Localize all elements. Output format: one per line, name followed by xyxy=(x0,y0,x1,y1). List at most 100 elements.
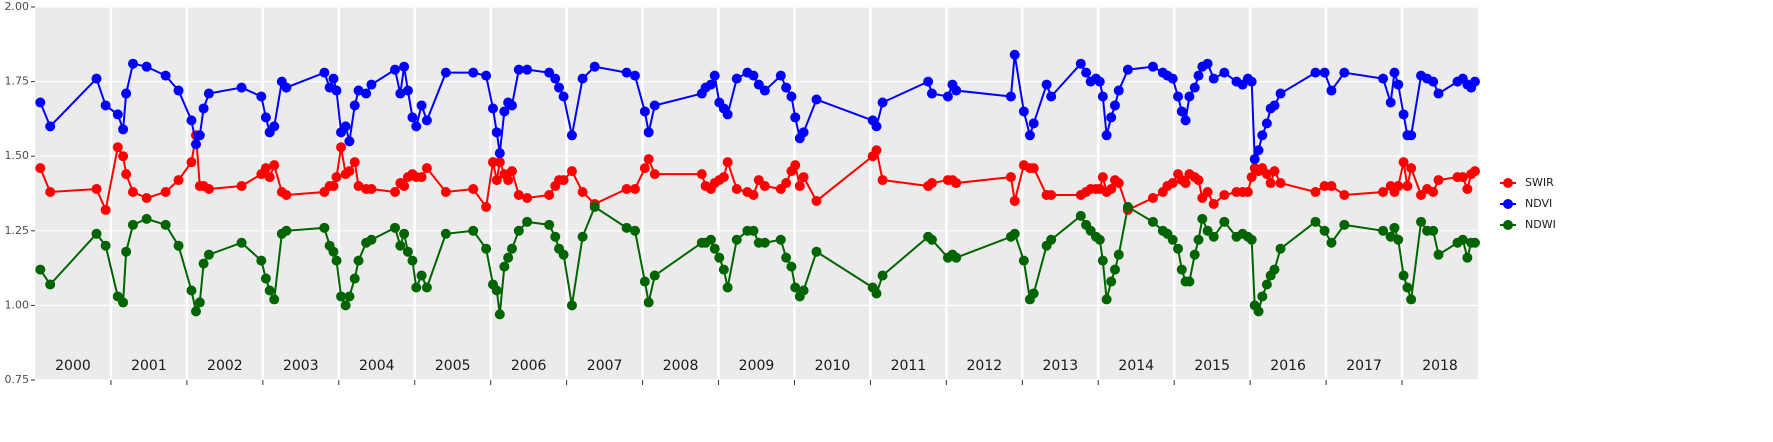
point xyxy=(440,228,451,239)
point xyxy=(256,255,267,266)
year-label: 2010 xyxy=(815,358,851,374)
point xyxy=(340,121,351,132)
point xyxy=(759,237,770,248)
point xyxy=(759,85,770,96)
point xyxy=(1180,178,1191,189)
year-label: 2013 xyxy=(1042,358,1078,374)
point xyxy=(1081,67,1092,78)
point xyxy=(503,252,514,263)
point xyxy=(399,61,410,72)
point xyxy=(416,172,427,183)
year-label: 2011 xyxy=(891,358,927,374)
point xyxy=(794,181,805,192)
point xyxy=(926,88,937,99)
point xyxy=(1147,61,1158,72)
year-label: 2001 xyxy=(131,358,167,374)
point xyxy=(1167,234,1178,245)
point xyxy=(781,82,792,93)
point xyxy=(112,142,123,153)
point xyxy=(1208,198,1219,209)
point xyxy=(236,237,247,248)
point xyxy=(1189,82,1200,93)
point xyxy=(1433,88,1444,99)
point xyxy=(1469,237,1480,248)
point xyxy=(1402,181,1413,192)
year-label: 2015 xyxy=(1194,358,1230,374)
point xyxy=(141,213,152,224)
point xyxy=(160,219,171,230)
point xyxy=(491,175,502,186)
point xyxy=(1173,91,1184,102)
point xyxy=(487,157,498,168)
point xyxy=(494,148,505,159)
point xyxy=(577,73,588,84)
point xyxy=(1457,172,1468,183)
point xyxy=(577,231,588,242)
point xyxy=(328,181,339,192)
point xyxy=(331,172,342,183)
point xyxy=(1242,187,1253,198)
point xyxy=(194,130,205,141)
point xyxy=(389,64,400,75)
point xyxy=(1319,181,1330,192)
point xyxy=(91,73,102,84)
y-tick-label: 1.00 xyxy=(5,298,30,311)
point xyxy=(506,166,517,177)
point xyxy=(1005,172,1016,183)
point xyxy=(639,163,650,174)
point xyxy=(811,246,822,257)
point xyxy=(1101,294,1112,305)
point xyxy=(198,258,209,269)
point xyxy=(1193,175,1204,186)
point xyxy=(112,109,123,120)
point xyxy=(1261,169,1272,180)
year-label: 2002 xyxy=(207,358,243,374)
point xyxy=(281,189,292,200)
point xyxy=(468,67,479,78)
year-label: 2003 xyxy=(283,358,319,374)
year-label: 2012 xyxy=(967,358,1003,374)
point xyxy=(550,73,561,84)
y-tick-label: 1.50 xyxy=(5,149,30,162)
point xyxy=(494,309,505,320)
point xyxy=(1193,234,1204,245)
point xyxy=(566,300,577,311)
point xyxy=(1310,67,1321,78)
point xyxy=(1202,58,1213,69)
point xyxy=(649,270,660,281)
point xyxy=(407,255,418,266)
point xyxy=(45,121,56,132)
point xyxy=(402,85,413,96)
point xyxy=(1094,76,1105,87)
point xyxy=(1398,270,1409,281)
point xyxy=(1326,85,1337,96)
point xyxy=(281,82,292,93)
point xyxy=(621,67,632,78)
point xyxy=(411,121,422,132)
point xyxy=(1189,249,1200,260)
point xyxy=(558,91,569,102)
point xyxy=(798,172,809,183)
y-tick-label: 1.25 xyxy=(5,224,30,237)
point xyxy=(1326,181,1337,192)
point xyxy=(121,169,132,180)
point xyxy=(269,160,280,171)
point xyxy=(1009,195,1020,206)
point xyxy=(1024,130,1035,141)
point xyxy=(923,76,934,87)
point xyxy=(344,166,355,177)
point xyxy=(281,225,292,236)
point xyxy=(748,189,759,200)
point xyxy=(344,291,355,302)
point xyxy=(951,178,962,189)
point xyxy=(1122,201,1133,212)
point xyxy=(421,282,432,293)
point xyxy=(331,85,342,96)
point xyxy=(1310,216,1321,227)
point xyxy=(1097,255,1108,266)
point xyxy=(1173,243,1184,254)
point xyxy=(173,175,184,186)
year-label: 2007 xyxy=(587,358,623,374)
point xyxy=(319,222,330,233)
